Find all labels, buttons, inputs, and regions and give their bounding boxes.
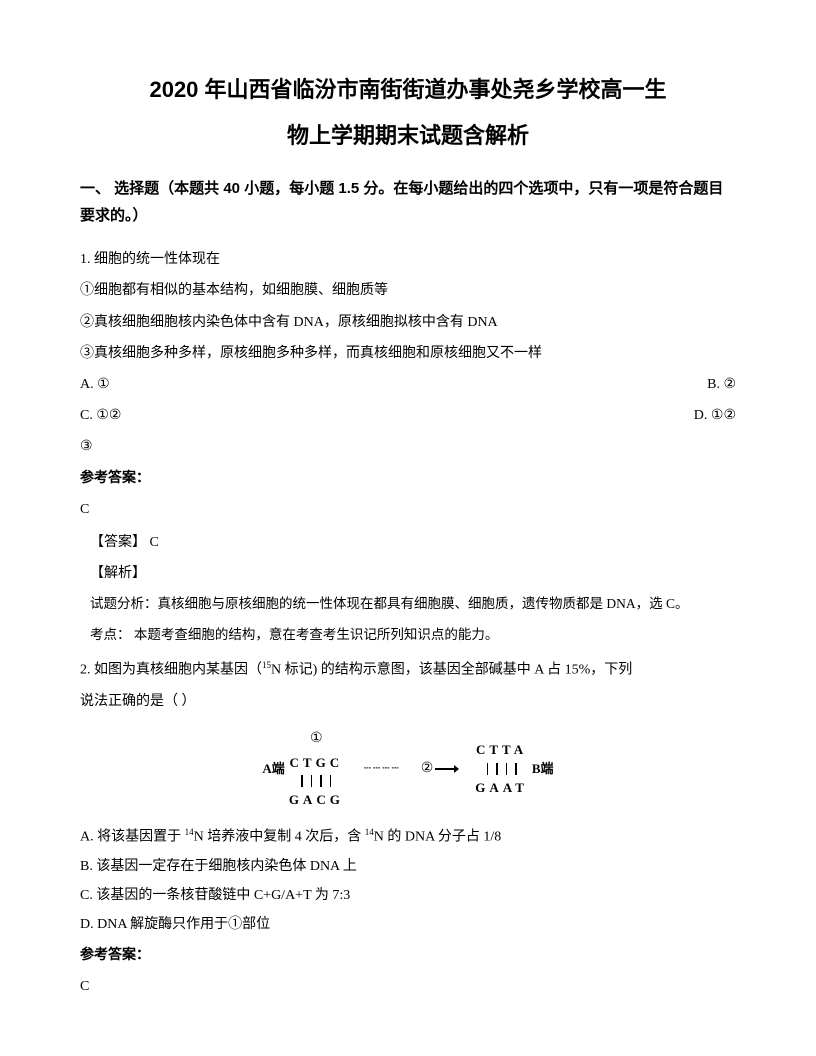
diagram-strand-1: ① CTGC GACG	[289, 726, 344, 812]
q1-stem: 1. 细胞的统一性体现在	[80, 247, 736, 272]
q2-answer-label: 参考答案：	[80, 943, 736, 968]
q1-statement-3: ③真核细胞多种多样，原核细胞多种多样，而真核细胞和原核细胞又不一样	[80, 341, 736, 366]
q1-answer-bracket: 【答案】 C	[90, 530, 736, 555]
q1-analysis: 试题分析：真核细胞与原核细胞的统一性体现在都具有细胞膜、细胞质，遗传物质都是 D…	[90, 592, 736, 616]
q2-stem-part2: N 标记) 的结构示意图，该基因全部碱基中 A 占 15%，下列	[271, 663, 632, 678]
q2-opta-pre: A. 将该基因置于	[80, 830, 185, 845]
q2-opta-post: N 的 DNA 分子占 1/8	[374, 830, 502, 845]
diagram-bot-bases-1: GACG	[289, 788, 344, 811]
q1-answer-label: 参考答案：	[80, 466, 736, 491]
diagram-label-b: B端	[532, 757, 554, 780]
q1-option-c: C. ①②	[80, 403, 656, 428]
diagram-label-a: A端	[262, 757, 284, 780]
q2-option-c: C. 该基因的一条核苷酸链中 C+G/A+T 为 7:3	[80, 883, 736, 908]
q2-option-b: B. 该基因一定存在于细胞核内染色体 DNA 上	[80, 854, 736, 879]
page-title-line2: 物上学期期末试题含解析	[80, 116, 736, 156]
diagram-strand-2: CTTA GAAT	[475, 738, 528, 799]
q2-stem: 2. 如图为真核细胞内某基因（15N 标记) 的结构示意图，该基因全部碱基中 A…	[80, 657, 736, 683]
section-header: 一、 选择题（本题共 40 小题，每小题 1.5 分。在每小题给出的四个选项中，…	[80, 175, 736, 229]
diagram-bonds-1	[301, 774, 331, 788]
diagram-circle-2: ②	[421, 756, 434, 781]
q2-stem-part1: 2. 如图为真核细胞内某基因（	[80, 663, 262, 678]
q1-options-row-1: A. ① B. ②	[80, 372, 736, 397]
q2-option-d: D. DNA 解旋酶只作用于①部位	[80, 912, 736, 937]
q1-jiexi-label: 【解析】	[90, 561, 736, 586]
q2-option-a: A. 将该基因置于 14N 培养液中复制 4 次后，含 14N 的 DNA 分子…	[80, 824, 736, 850]
q1-statement-1: ①细胞都有相似的基本结构，如细胞膜、细胞质等	[80, 278, 736, 303]
diagram-arrow: ②	[421, 756, 456, 781]
diagram-top-bases-1: CTGC	[290, 751, 344, 774]
diagram-dots: ┄┄┄┄	[364, 758, 401, 780]
q1-option-d-extra: ③	[80, 434, 736, 459]
diagram-bonds-2	[487, 762, 517, 776]
q2-opta-sup2: 14	[365, 827, 374, 837]
q2-diagram: A端 ① CTGC GACG ┄┄┄┄ ② CTTA GAAT B端	[80, 726, 736, 812]
diagram-right-segment: CTTA GAAT B端	[475, 738, 553, 799]
q2-stem-part3: 说法正确的是（ ）	[80, 689, 736, 714]
diagram-top-bases-2: CTTA	[476, 738, 527, 761]
q1-kaodian: 考点： 本题考查细胞的结构，意在考查考生识记所列知识点的能力。	[90, 623, 736, 647]
q1-option-a: A. ①	[80, 372, 656, 397]
q1-options-row-2: C. ①② D. ①②	[80, 403, 736, 428]
q2-opta-sup1: 14	[185, 827, 194, 837]
q1-option-d: D. ①②	[656, 403, 736, 428]
page-title-line1: 2020 年山西省临汾市南街街道办事处尧乡学校高一生	[80, 70, 736, 110]
diagram-circle-1: ①	[310, 726, 323, 751]
q2-opta-mid: N 培养液中复制 4 次后，含	[194, 830, 365, 845]
diagram-bot-bases-2: GAAT	[475, 776, 528, 799]
q1-answer: C	[80, 497, 736, 522]
q2-sup-15: 15	[262, 660, 271, 670]
q1-statement-2: ②真核细胞细胞核内染色体中含有 DNA，原核细胞拟核中含有 DNA	[80, 310, 736, 335]
q2-answer: C	[80, 974, 736, 999]
diagram-left-segment: A端 ① CTGC GACG	[262, 726, 343, 812]
q1-option-b: B. ②	[656, 372, 736, 397]
